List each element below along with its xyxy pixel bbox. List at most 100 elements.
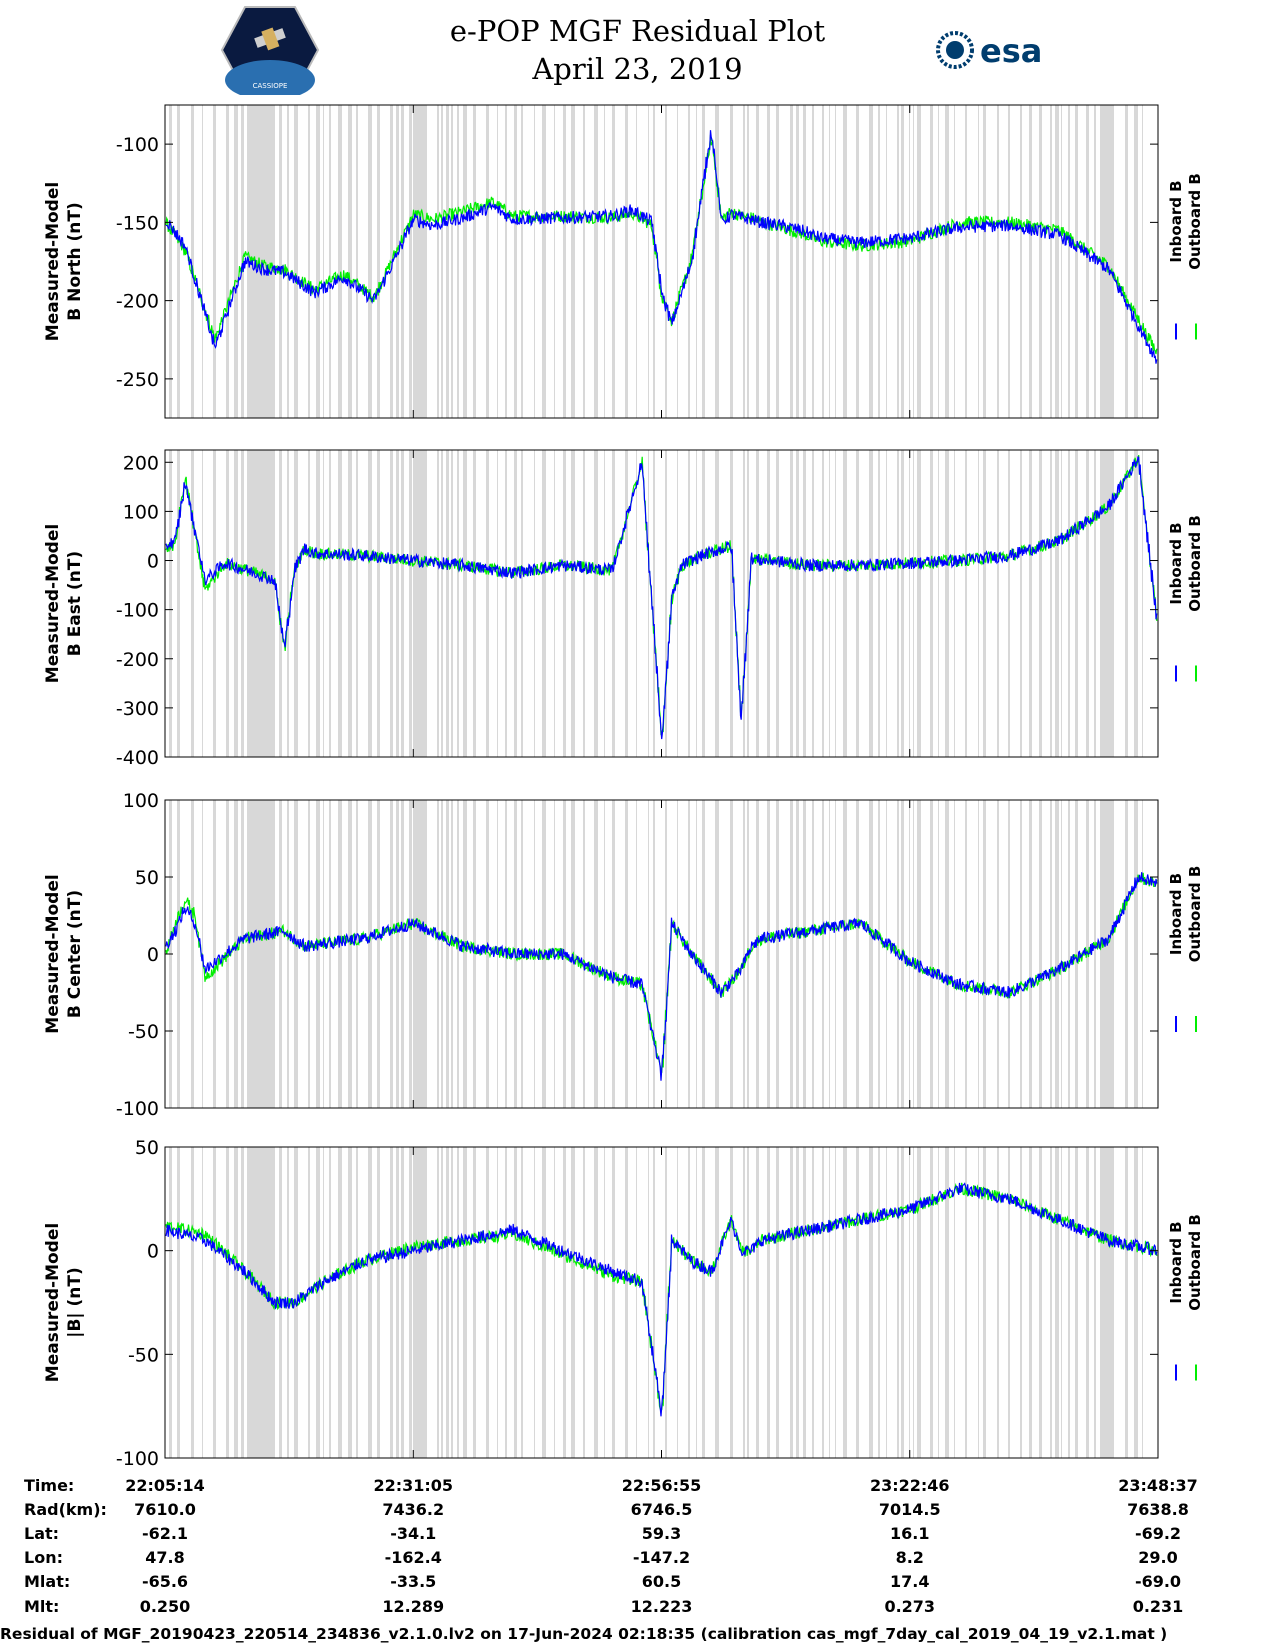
- inboard-b-series: [165, 130, 1158, 364]
- data-gap-shade: [316, 105, 320, 418]
- data-gap-shade: [521, 450, 523, 757]
- data-gap-shade: [909, 800, 910, 1108]
- data-gap-shade: [191, 1147, 194, 1458]
- plot-title-line1: e-POP MGF Residual Plot: [449, 14, 826, 48]
- data-gap-shade: [790, 105, 793, 418]
- data-gap-shade: [812, 1147, 814, 1458]
- data-gap-shade: [424, 450, 426, 757]
- data-gap-shade: [767, 1147, 770, 1458]
- data-gap-shade: [1110, 800, 1114, 1108]
- data-gap-shade: [377, 800, 380, 1108]
- data-gap-shade: [329, 800, 331, 1108]
- data-gap-shade: [356, 105, 358, 418]
- data-gap-shade: [978, 800, 979, 1108]
- data-gap-shade: [169, 450, 172, 757]
- data-gap-shade: [648, 450, 649, 757]
- data-gap-shade: [702, 450, 705, 757]
- data-gap-shade: [451, 1147, 453, 1458]
- data-gap-shade: [486, 450, 489, 757]
- data-gap-shade: [1020, 800, 1022, 1108]
- data-gap-shade: [648, 1147, 649, 1458]
- data-gap-shade: [191, 800, 194, 1108]
- data-gap-shade: [202, 1147, 203, 1458]
- outboard-b-series: [165, 134, 1158, 355]
- data-gap-shade: [653, 1147, 655, 1458]
- data-gap-shade: [796, 450, 799, 757]
- data-gap-shade: [776, 800, 779, 1108]
- y-axis-label: |B| (nT): [65, 1267, 85, 1338]
- legend-outboard-label: Outboard B: [1186, 173, 1204, 270]
- data-gap-shade: [457, 450, 459, 757]
- table-cell: 12.223: [630, 1597, 693, 1616]
- data-gap-shade: [930, 1147, 933, 1458]
- y-tick-label: -100: [116, 134, 159, 156]
- data-gap-shade: [756, 800, 759, 1108]
- data-gap-shade: [983, 105, 986, 418]
- data-gap-shade: [897, 450, 899, 757]
- data-gap-shade: [1029, 450, 1032, 757]
- data-gap-shade: [978, 105, 979, 418]
- data-gap-shade: [177, 450, 180, 757]
- data-gap-shade: [954, 105, 955, 418]
- data-gap-shade: [978, 450, 979, 757]
- y-tick-label: -100: [116, 1098, 159, 1120]
- data-gap-shade: [1075, 105, 1078, 418]
- table-row-label: Lon:: [24, 1548, 63, 1567]
- data-gap-shade: [368, 450, 372, 757]
- data-gap-shade: [790, 450, 793, 757]
- data-gap-shade: [743, 1147, 745, 1458]
- data-gap-shade: [377, 450, 380, 757]
- data-gap-shade: [473, 450, 476, 757]
- data-gap-shade: [316, 1147, 320, 1458]
- data-gap-shade: [248, 800, 249, 1108]
- data-gap-shade: [401, 800, 404, 1108]
- data-gap-shade: [409, 105, 412, 418]
- data-gap-shade: [930, 800, 933, 1108]
- data-gap-shade: [702, 1147, 705, 1458]
- data-gap-shade: [416, 105, 418, 418]
- data-gap-shade: [1061, 105, 1062, 418]
- table-row-label: Time:: [24, 1476, 75, 1495]
- data-gap-shade: [338, 1147, 342, 1458]
- table-cell: 29.0: [1138, 1548, 1178, 1567]
- data-gap-shade: [1039, 105, 1042, 418]
- data-gap-shade: [451, 105, 453, 418]
- data-gap-shade: [715, 105, 719, 418]
- data-gap-shade: [191, 450, 194, 757]
- esa-logo-text: esa: [980, 32, 1043, 70]
- data-gap-shade: [1055, 105, 1059, 418]
- data-gap-shade: [856, 800, 859, 1108]
- data-gap-shade: [486, 1147, 489, 1458]
- data-gap-shade: [812, 800, 814, 1108]
- data-gap-shade: [323, 1147, 324, 1458]
- data-gap-shade: [571, 1147, 575, 1458]
- data-gap-shade: [1134, 1147, 1138, 1458]
- data-gap-shade: [294, 105, 298, 418]
- data-gap-shade: [1055, 450, 1059, 757]
- data-gap-shade: [835, 105, 836, 418]
- data-gap-shade: [356, 1147, 358, 1458]
- data-gap-shade: [446, 105, 449, 418]
- data-gap-shade: [1102, 1147, 1105, 1458]
- data-gap-shade: [776, 1147, 779, 1458]
- data-gap-shade: [677, 450, 678, 757]
- data-gap-shade: [1094, 450, 1096, 757]
- data-gap-shade: [1008, 800, 1010, 1108]
- data-gap-shade: [563, 1147, 566, 1458]
- data-gap-shade: [437, 1147, 439, 1458]
- data-gap-shade: [776, 450, 779, 757]
- data-gap-shade: [978, 1147, 979, 1458]
- legend-inboard-label: Inboard B: [1167, 873, 1185, 955]
- data-gap-shade: [348, 800, 352, 1108]
- data-gap-shade: [796, 1147, 799, 1458]
- table-cell: -62.1: [141, 1524, 189, 1543]
- table-cell: 23:48:37: [1118, 1476, 1198, 1495]
- data-gap-shade: [812, 105, 814, 418]
- table-cell: 22:05:14: [125, 1476, 205, 1495]
- y-tick-label: -100: [116, 1448, 159, 1470]
- data-gap-shade: [571, 105, 575, 418]
- data-gap-shade: [441, 105, 443, 418]
- data-gap-shade: [1125, 450, 1128, 757]
- data-gap-shade: [316, 800, 320, 1108]
- data-gap-shade: [869, 800, 873, 1108]
